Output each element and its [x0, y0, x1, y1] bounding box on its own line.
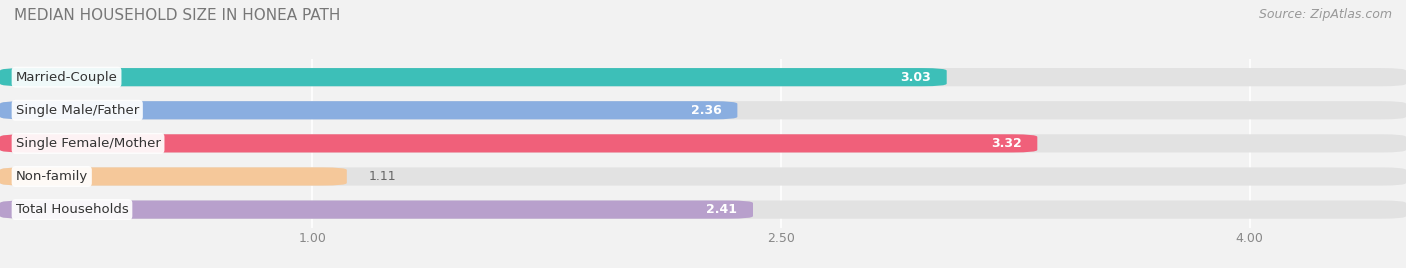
- FancyBboxPatch shape: [0, 200, 754, 219]
- Text: Single Female/Mother: Single Female/Mother: [15, 137, 160, 150]
- Text: Married-Couple: Married-Couple: [15, 71, 118, 84]
- FancyBboxPatch shape: [0, 134, 1038, 152]
- FancyBboxPatch shape: [0, 200, 1406, 219]
- FancyBboxPatch shape: [0, 134, 1406, 152]
- FancyBboxPatch shape: [0, 101, 737, 119]
- FancyBboxPatch shape: [0, 168, 347, 185]
- Text: Total Households: Total Households: [15, 203, 128, 216]
- Text: 2.36: 2.36: [690, 104, 721, 117]
- Text: Source: ZipAtlas.com: Source: ZipAtlas.com: [1258, 8, 1392, 21]
- FancyBboxPatch shape: [0, 68, 946, 86]
- FancyBboxPatch shape: [0, 68, 1406, 86]
- FancyBboxPatch shape: [0, 168, 1406, 185]
- Text: 3.03: 3.03: [900, 71, 931, 84]
- FancyBboxPatch shape: [0, 101, 1406, 119]
- Text: 3.32: 3.32: [991, 137, 1022, 150]
- Text: 1.11: 1.11: [368, 170, 396, 183]
- Text: Single Male/Father: Single Male/Father: [15, 104, 139, 117]
- Text: Non-family: Non-family: [15, 170, 87, 183]
- Text: 2.41: 2.41: [706, 203, 737, 216]
- Text: MEDIAN HOUSEHOLD SIZE IN HONEA PATH: MEDIAN HOUSEHOLD SIZE IN HONEA PATH: [14, 8, 340, 23]
